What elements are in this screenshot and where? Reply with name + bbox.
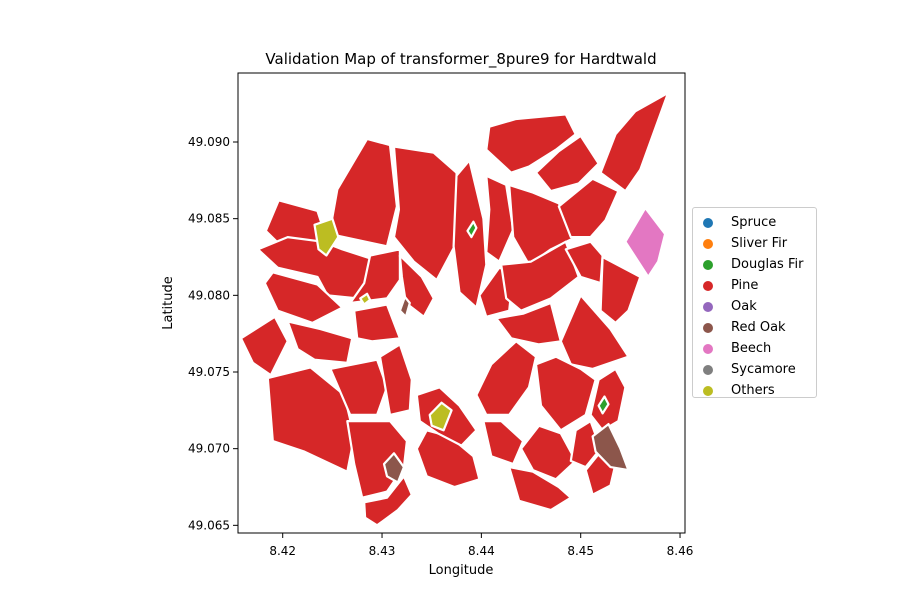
legend-label: Pine — [731, 278, 759, 293]
stand-red-oak — [591, 423, 630, 472]
stand-pine — [286, 320, 354, 364]
stand-pine — [508, 466, 572, 512]
legend-label: Douglas Fir — [731, 257, 804, 272]
legend-item-sycamore: Sycamore — [703, 359, 808, 380]
legend-marker — [703, 280, 713, 291]
legend-label: Sycamore — [731, 362, 796, 377]
legend-item-red-oak: Red Oak — [703, 317, 808, 338]
stand-pine — [534, 355, 597, 432]
legend-marker — [703, 301, 713, 312]
stand-pine — [485, 174, 515, 263]
y-tick-label: 49.090 — [188, 135, 230, 149]
forest-stands — [239, 91, 670, 527]
y-axis-label: Latitude — [161, 276, 176, 330]
y-tick-label: 49.080 — [188, 288, 230, 302]
stand-pine — [415, 429, 481, 489]
legend-label: Oak — [731, 299, 757, 314]
stand-pine — [569, 420, 602, 469]
y-tick-label: 49.075 — [188, 365, 230, 379]
stand-pine — [599, 91, 670, 193]
legend-label: Others — [731, 383, 775, 398]
stand-pine — [589, 367, 627, 432]
stand-pine — [599, 255, 642, 324]
x-tick-label: 8.46 — [667, 544, 694, 558]
chart-title: Validation Map of transformer_8pure9 for… — [265, 50, 656, 69]
stand-beech — [624, 206, 667, 278]
stand-pine — [349, 248, 401, 305]
stand-pine — [363, 475, 413, 527]
legend: Spruce Sliver Fir Douglas Fir Pine Oak Red Oa… — [692, 207, 817, 398]
stand-pine — [378, 343, 413, 416]
y-axis: 49.065 49.070 49.075 49.080 49.085 49.090 — [188, 135, 238, 532]
y-tick-label: 49.085 — [188, 212, 230, 226]
x-tick-label: 8.44 — [468, 544, 495, 558]
legend-label: Beech — [731, 341, 772, 356]
x-axis-label: Longitude — [429, 563, 494, 578]
legend-label: Red Oak — [731, 320, 786, 335]
stand-pine — [263, 271, 344, 324]
legend-marker — [703, 385, 713, 396]
x-tick-label: 8.45 — [567, 544, 594, 558]
stand-pine — [239, 315, 289, 377]
legend-marker — [703, 217, 713, 228]
y-tick-label: 49.070 — [188, 442, 230, 456]
legend-marker — [703, 322, 713, 333]
plot-frame — [237, 72, 686, 534]
stand-pine — [500, 240, 580, 312]
legend-item-pine: Pine — [703, 275, 808, 296]
x-tick-label: 8.42 — [269, 544, 296, 558]
legend-item-spruce: Spruce — [703, 212, 808, 233]
stand-others — [428, 401, 453, 432]
stand-pine — [557, 177, 620, 239]
legend-item-sliver-fir: Sliver Fir — [703, 233, 808, 254]
legend-label: Sliver Fir — [731, 236, 788, 251]
stand-others — [359, 292, 372, 306]
x-tick-label: 8.43 — [369, 544, 396, 558]
stand-douglas-fir — [466, 220, 478, 239]
legend-marker — [703, 343, 713, 354]
stand-red-oak — [382, 452, 405, 484]
legend-item-oak: Oak — [703, 296, 808, 317]
stand-douglas-fir — [597, 395, 610, 415]
x-axis: 8.42 8.43 8.44 8.45 8.46 — [269, 533, 693, 558]
legend-item-beech: Beech — [703, 338, 808, 359]
legend-item-others: Others — [703, 380, 808, 401]
stand-red-oak — [398, 295, 411, 318]
legend-marker — [703, 364, 713, 375]
legend-marker — [703, 259, 713, 270]
stand-pine — [266, 366, 356, 473]
stand-pine — [534, 134, 600, 193]
stand-others — [313, 217, 340, 257]
stand-pine — [485, 113, 577, 174]
stand-pine — [482, 420, 525, 466]
legend-item-douglas-fir: Douglas Fir — [703, 254, 808, 275]
stand-pine — [353, 303, 401, 343]
stand-pine — [475, 340, 538, 416]
y-tick-label: 49.065 — [188, 518, 230, 532]
stand-pine — [329, 358, 389, 416]
stand-pine — [328, 137, 398, 248]
legend-marker — [703, 238, 713, 249]
legend-label: Spruce — [731, 215, 777, 230]
